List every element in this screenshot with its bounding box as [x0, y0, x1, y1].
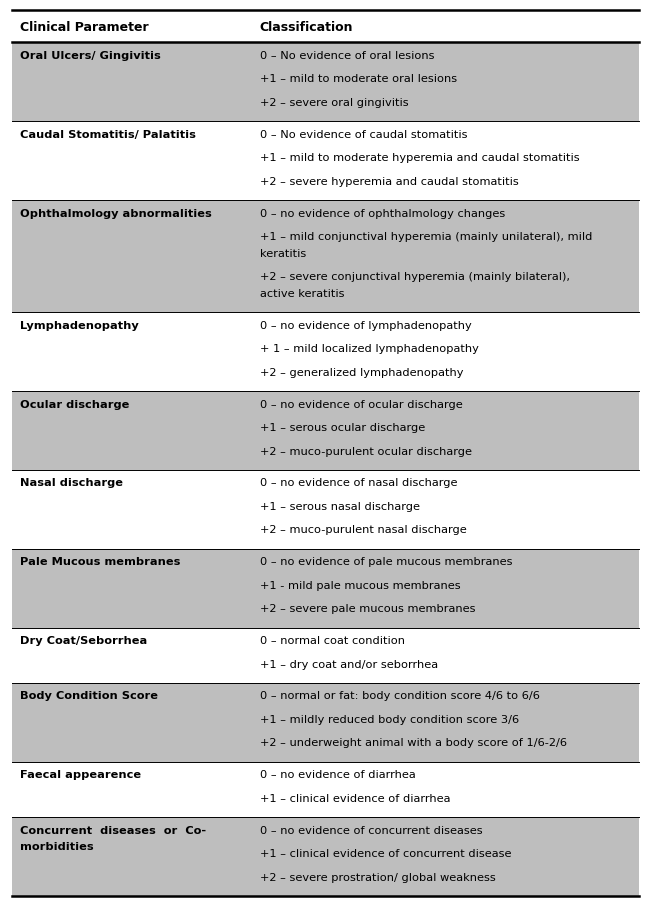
Text: + 1 – mild localized lymphadenopathy: + 1 – mild localized lymphadenopathy	[260, 344, 478, 354]
Bar	[12, 762, 639, 817]
Text: 0 – normal or fat: body condition score 4/6 to 6/6: 0 – normal or fat: body condition score …	[260, 691, 540, 701]
Text: Pale Mucous membranes: Pale Mucous membranes	[20, 556, 180, 567]
Bar	[12, 11, 639, 43]
Text: active keratitis: active keratitis	[260, 289, 344, 299]
Text: morbidities: morbidities	[20, 842, 93, 852]
Bar	[12, 470, 639, 549]
Text: +2 – severe pale mucous membranes: +2 – severe pale mucous membranes	[260, 603, 475, 614]
Bar	[12, 817, 639, 896]
Text: +1 – mildly reduced body condition score 3/6: +1 – mildly reduced body condition score…	[260, 714, 519, 724]
Text: +1 – clinical evidence of diarrhea: +1 – clinical evidence of diarrhea	[260, 793, 450, 803]
Text: Concurrent  diseases  or  Co-: Concurrent diseases or Co-	[20, 824, 206, 834]
Text: 0 – no evidence of concurrent diseases: 0 – no evidence of concurrent diseases	[260, 824, 482, 834]
Text: +2 – severe oral gingivitis: +2 – severe oral gingivitis	[260, 98, 408, 107]
Text: 0 – no evidence of nasal discharge: 0 – no evidence of nasal discharge	[260, 478, 458, 488]
Text: keratitis: keratitis	[260, 248, 306, 258]
Text: 0 – no evidence of ocular discharge: 0 – no evidence of ocular discharge	[260, 399, 463, 409]
Text: +1 – mild conjunctival hyperemia (mainly unilateral), mild: +1 – mild conjunctival hyperemia (mainly…	[260, 232, 592, 242]
Text: Lymphadenopathy: Lymphadenopathy	[20, 321, 138, 330]
Text: Caudal Stomatitis/ Palatitis: Caudal Stomatitis/ Palatitis	[20, 130, 195, 140]
Bar	[12, 549, 639, 628]
Bar	[12, 628, 639, 683]
Text: +1 – serous nasal discharge: +1 – serous nasal discharge	[260, 501, 420, 511]
Text: 0 – no evidence of lymphadenopathy: 0 – no evidence of lymphadenopathy	[260, 321, 471, 330]
Text: Dry Coat/Seborrhea: Dry Coat/Seborrhea	[20, 636, 146, 646]
Text: +2 – severe conjunctival hyperemia (mainly bilateral),: +2 – severe conjunctival hyperemia (main…	[260, 272, 570, 282]
Text: Classification: Classification	[260, 21, 353, 33]
Bar	[12, 683, 639, 762]
Text: +1 – serous ocular discharge: +1 – serous ocular discharge	[260, 423, 425, 433]
Text: 0 – no evidence of diarrhea: 0 – no evidence of diarrhea	[260, 769, 415, 779]
Text: +2 – muco-purulent nasal discharge: +2 – muco-purulent nasal discharge	[260, 525, 467, 535]
Text: +1 – dry coat and/or seborrhea: +1 – dry coat and/or seborrhea	[260, 659, 438, 669]
Text: 0 – No evidence of oral lesions: 0 – No evidence of oral lesions	[260, 51, 434, 61]
Bar	[12, 122, 639, 200]
Text: +2 – generalized lymphadenopathy: +2 – generalized lymphadenopathy	[260, 368, 464, 377]
Text: Clinical Parameter: Clinical Parameter	[20, 21, 148, 33]
Text: 0 – no evidence of pale mucous membranes: 0 – no evidence of pale mucous membranes	[260, 556, 512, 567]
Text: Oral Ulcers/ Gingivitis: Oral Ulcers/ Gingivitis	[20, 51, 160, 61]
Bar	[12, 313, 639, 392]
Text: Nasal discharge: Nasal discharge	[20, 478, 122, 488]
Bar	[12, 392, 639, 470]
Text: 0 – normal coat condition: 0 – normal coat condition	[260, 636, 405, 646]
Text: +1 – mild to moderate oral lesions: +1 – mild to moderate oral lesions	[260, 74, 457, 84]
Text: Ocular discharge: Ocular discharge	[20, 399, 129, 409]
Text: +2 – severe hyperemia and caudal stomatitis: +2 – severe hyperemia and caudal stomati…	[260, 177, 519, 187]
Text: 0 – no evidence of ophthalmology changes: 0 – no evidence of ophthalmology changes	[260, 209, 505, 219]
Text: +1 - mild pale mucous membranes: +1 - mild pale mucous membranes	[260, 580, 460, 591]
Text: Body Condition Score: Body Condition Score	[20, 691, 158, 701]
Text: Ophthalmology abnormalities: Ophthalmology abnormalities	[20, 209, 212, 219]
Text: +2 – underweight animal with a body score of 1/6-2/6: +2 – underweight animal with a body scor…	[260, 738, 567, 748]
Text: +2 – muco-purulent ocular discharge: +2 – muco-purulent ocular discharge	[260, 446, 472, 456]
Text: Faecal appearence: Faecal appearence	[20, 769, 141, 779]
Text: +2 – severe prostration/ global weakness: +2 – severe prostration/ global weakness	[260, 871, 495, 881]
Text: +1 – clinical evidence of concurrent disease: +1 – clinical evidence of concurrent dis…	[260, 848, 511, 858]
Text: +1 – mild to moderate hyperemia and caudal stomatitis: +1 – mild to moderate hyperemia and caud…	[260, 154, 579, 163]
Text: 0 – No evidence of caudal stomatitis: 0 – No evidence of caudal stomatitis	[260, 130, 467, 140]
Bar	[12, 43, 639, 122]
Bar	[12, 200, 639, 313]
